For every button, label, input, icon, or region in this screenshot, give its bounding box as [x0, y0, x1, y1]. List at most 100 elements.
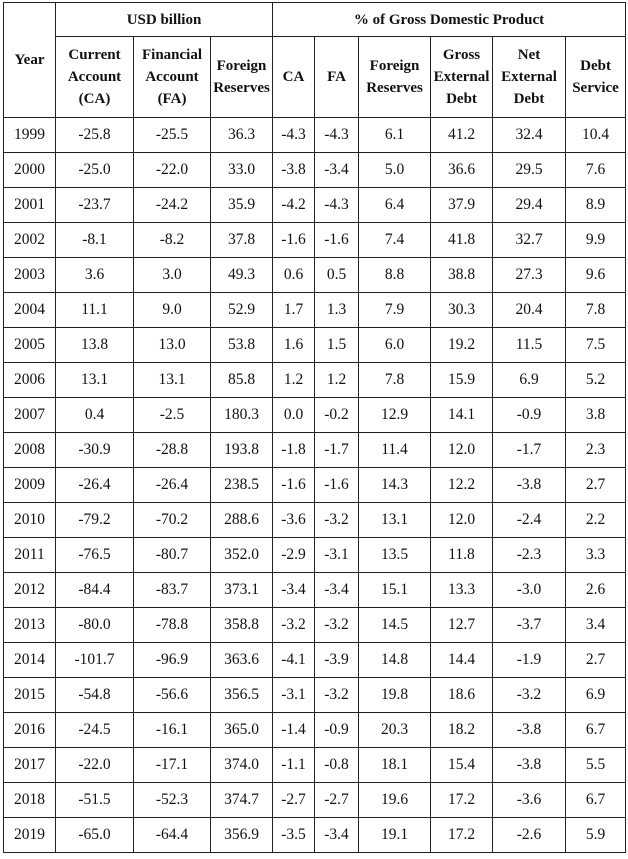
table-cell: -26.4	[133, 467, 211, 503]
table-row: 2000 -25.0 -22.0 33.0 -3.8 -3.4 5.0 36.6 29.5 7.6	[3, 152, 627, 188]
table-cell: 5.2	[565, 362, 627, 398]
table-cell: -3.4	[314, 817, 360, 853]
table-cell: -65.0	[55, 817, 134, 853]
table-cell: -30.9	[55, 432, 134, 468]
table-cell: -2.6	[492, 817, 567, 853]
year-cell: 2004	[3, 292, 56, 328]
table-cell: 2.7	[565, 467, 627, 503]
year-cell: 1999	[3, 117, 56, 153]
table-cell: 49.3	[209, 257, 274, 293]
header-row: Year USD billion % of Gross Domestic Pro…	[3, 2, 627, 118]
header-line: Account	[67, 69, 122, 85]
table-row: 2002 -8.1 -8.2 37.8 -1.6 -1.6 7.4 41.8 32.7 9.9	[3, 222, 627, 258]
table-cell: -79.2	[55, 502, 134, 538]
table-cell: 30.3	[430, 292, 494, 328]
year-cell: 2005	[3, 327, 56, 363]
table-cell: -1.9	[492, 642, 567, 678]
year-cell: 2008	[3, 432, 56, 468]
table-cell: -1.4	[272, 712, 316, 748]
table-cell: -2.7	[272, 782, 316, 818]
table-cell: 288.6	[209, 502, 274, 538]
header-line: Reserves	[366, 80, 423, 96]
table-cell: 1.3	[314, 292, 360, 328]
table-cell: 7.9	[358, 292, 432, 328]
table-cell: 356.5	[209, 677, 274, 713]
table-cell: -3.6	[492, 782, 567, 818]
header-line: Net	[517, 47, 541, 63]
header-line: External	[433, 69, 490, 85]
table-cell: 9.9	[565, 222, 627, 258]
table-row: 2006 13.1 13.1 85.8 1.2 1.2 7.8 15.9 6.9 5.2	[3, 362, 627, 398]
table-cell: 374.0	[209, 747, 274, 783]
table-cell: 7.6	[565, 152, 627, 188]
table-cell: 5.9	[565, 817, 627, 853]
table-cell: -1.6	[314, 222, 360, 258]
table-cell: -17.1	[133, 747, 211, 783]
table-cell: 20.4	[492, 292, 567, 328]
table-cell: -28.8	[133, 432, 211, 468]
table-cell: -52.3	[133, 782, 211, 818]
table-cell: 29.5	[492, 152, 567, 188]
table-cell: 15.1	[358, 572, 432, 608]
year-cell: 2019	[3, 817, 56, 853]
table-cell: 13.8	[55, 327, 134, 363]
group-header: % of Gross Domestic Product	[272, 2, 627, 37]
data-table: Year USD billion % of Gross Domestic Pro…	[3, 2, 627, 853]
table-cell: 8.9	[565, 187, 627, 223]
table-cell: 35.9	[209, 187, 274, 223]
table-cell: 6.9	[492, 362, 567, 398]
header-line: Foreign	[216, 58, 267, 74]
table-cell: -24.2	[133, 187, 211, 223]
table-cell: 13.3	[430, 572, 494, 608]
table-cell: -70.2	[133, 502, 211, 538]
year-cell: 2009	[3, 467, 56, 503]
table-cell: -1.6	[272, 467, 316, 503]
table-row: 2008 -30.9 -28.8 193.8 -1.8 -1.7 11.4 12.0 -1.7 2…	[3, 432, 627, 468]
table-cell: -2.4	[492, 502, 567, 538]
table-row: 2013 -80.0 -78.8 358.8 -3.2 -3.2 14.5 12.7 -3.7 3…	[3, 607, 627, 643]
table-cell: 1.2	[314, 362, 360, 398]
table-row: 2014 -101.7 -96.9 363.6 -4.1 -3.9 14.8 14.4 -1.9…	[3, 642, 627, 678]
table-cell: 19.2	[430, 327, 494, 363]
table-cell: 37.8	[209, 222, 274, 258]
header-line: Current	[68, 47, 121, 63]
table-cell: -3.4	[314, 152, 360, 188]
year-cell: 2014	[3, 642, 56, 678]
table-cell: 53.8	[209, 327, 274, 363]
header-line: Service	[572, 80, 619, 96]
table-cell: 18.6	[430, 677, 494, 713]
table-cell: 5.0	[358, 152, 432, 188]
table-cell: -3.0	[492, 572, 567, 608]
table-cell: 41.2	[430, 117, 494, 153]
table-cell: -3.1	[272, 677, 316, 713]
table-cell: 9.0	[133, 292, 211, 328]
table-row: 2012 -84.4 -83.7 373.1 -3.4 -3.4 15.1 13.3 -3.0 2…	[3, 572, 627, 608]
table-row: 2004 11.1 9.0 52.9 1.7 1.3 7.9 30.3 20.4 7.8	[3, 292, 627, 328]
table-cell: 6.9	[565, 677, 627, 713]
table-cell: 85.8	[209, 362, 274, 398]
year-cell: 2018	[3, 782, 56, 818]
table-cell: -22.0	[133, 152, 211, 188]
table-cell: -83.7	[133, 572, 211, 608]
table-cell: -3.2	[314, 677, 360, 713]
table-cell: 2.6	[565, 572, 627, 608]
year-cell: 2000	[3, 152, 56, 188]
header-line: Reserves	[213, 80, 270, 96]
table-row: 2010 -79.2 -70.2 288.6 -3.6 -3.2 13.1 12.0 -2.4 2…	[3, 502, 627, 538]
table-cell: 13.1	[358, 502, 432, 538]
table-row: 2018 -51.5 -52.3 374.7 -2.7 -2.7 19.6 17.2 -3.6 6…	[3, 782, 627, 818]
group-header: USD billion	[54, 2, 274, 37]
table-cell: -0.8	[314, 747, 360, 783]
table-cell: 356.9	[209, 817, 274, 853]
table-cell: -3.7	[492, 607, 567, 643]
table-cell: -3.8	[492, 747, 567, 783]
header-line: Foreign	[369, 58, 420, 74]
table-cell: 32.7	[492, 222, 567, 258]
table-cell: 15.9	[430, 362, 494, 398]
table-cell: -4.3	[314, 117, 360, 153]
header-line: Account	[145, 69, 199, 85]
column-header: Current Account (CA)	[55, 36, 134, 118]
table-cell: 13.1	[133, 362, 211, 398]
table-cell: 13.5	[358, 537, 432, 573]
table-cell: 10.4	[565, 117, 627, 153]
